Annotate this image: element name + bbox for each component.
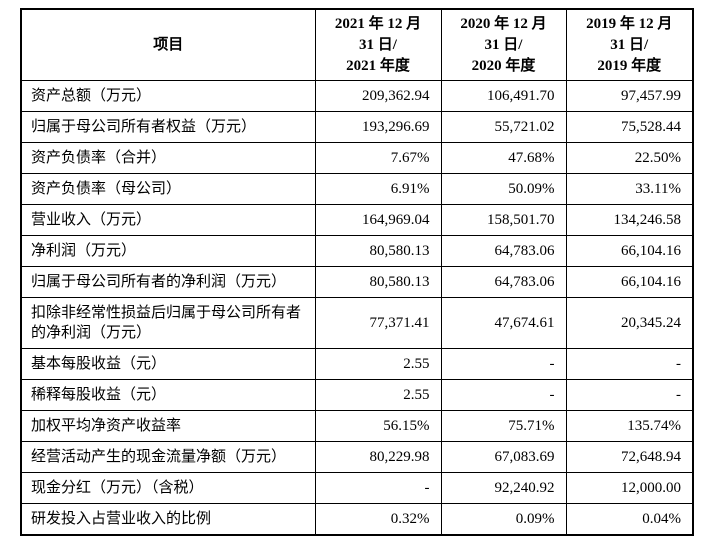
row-value: -	[440, 379, 567, 411]
header-period-2020: 2020 年 12 月 31 日/ 2020 年度	[440, 8, 567, 81]
row-value: 0.32%	[314, 503, 442, 536]
row-label: 基本每股收益（元）	[20, 348, 316, 380]
row-value: 134,246.58	[565, 204, 694, 236]
row-label: 经营活动产生的现金流量净额（万元）	[20, 441, 316, 473]
row-value: 164,969.04	[314, 204, 442, 236]
row-value: 66,104.16	[565, 235, 694, 267]
row-value: 20,345.24	[565, 297, 694, 349]
table-row: 营业收入（万元） 164,969.04 158,501.70 134,246.58	[20, 204, 694, 236]
row-value: 33.11%	[565, 173, 694, 205]
table-row: 资产总额（万元） 209,362.94 106,491.70 97,457.99	[20, 80, 694, 112]
row-value: 80,580.13	[314, 235, 442, 267]
row-value: 75,528.44	[565, 111, 694, 143]
row-value: 158,501.70	[440, 204, 567, 236]
row-value: 0.04%	[565, 503, 694, 536]
row-value: 80,229.98	[314, 441, 442, 473]
table-row: 研发投入占营业收入的比例 0.32% 0.09% 0.04%	[20, 503, 694, 536]
row-label: 归属于母公司所有者的净利润（万元）	[20, 266, 316, 298]
header-item-column: 项目	[20, 8, 316, 81]
row-label: 现金分红（万元）（含税）	[20, 472, 316, 504]
table-row: 基本每股收益（元） 2.55- -	[20, 348, 694, 380]
row-label: 归属于母公司所有者权益（万元）	[20, 111, 316, 143]
row-value: 47.68%	[440, 142, 567, 174]
row-value: 64,783.06	[440, 235, 567, 267]
row-label: 资产负债率（母公司）	[20, 173, 316, 205]
row-value: 22.50%	[565, 142, 694, 174]
row-value: 56.15%	[314, 410, 442, 442]
row-value: 6.91%	[314, 173, 442, 205]
row-label: 资产负债率（合并）	[20, 142, 316, 174]
row-value: 72,648.94	[565, 441, 694, 473]
row-label: 加权平均净资产收益率	[20, 410, 316, 442]
row-value: 2.55	[314, 379, 442, 411]
row-value: 193,296.69	[314, 111, 442, 143]
row-label: 资产总额（万元）	[20, 80, 316, 112]
row-value: 77,371.41	[314, 297, 442, 349]
row-value: 209,362.94	[314, 80, 442, 112]
row-value: 7.67%	[314, 142, 442, 174]
row-value: -	[565, 348, 694, 380]
row-label: 扣除非经常性损益后归属于母公司所有者的净利润（万元）	[20, 297, 316, 349]
row-label: 稀释每股收益（元）	[20, 379, 316, 411]
table-row: 归属于母公司所有者的净利润（万元） 80,580.13 64,783.06 66,10…	[20, 266, 694, 298]
row-label: 研发投入占营业收入的比例	[20, 503, 316, 536]
row-value: 106,491.70	[440, 80, 567, 112]
row-value: 66,104.16	[565, 266, 694, 298]
header-period-2021: 2021 年 12 月 31 日/ 2021 年度	[314, 8, 442, 81]
row-value: -	[440, 348, 567, 380]
row-value: 50.09%	[440, 173, 567, 205]
table-row: 现金分红（万元）（含税） -92,240.92 12,000.00	[20, 472, 694, 504]
row-value: 80,580.13	[314, 266, 442, 298]
table-row: 扣除非经常性损益后归属于母公司所有者的净利润（万元） 77,371.41 47,67…	[20, 297, 694, 349]
table-row: 稀释每股收益（元） 2.55- -	[20, 379, 694, 411]
row-value: 12,000.00	[565, 472, 694, 504]
row-value: -	[565, 379, 694, 411]
row-value: 2.55	[314, 348, 442, 380]
table-row: 净利润（万元） 80,580.13 64,783.06 66,104.16	[20, 235, 694, 267]
table-row: 经营活动产生的现金流量净额（万元） 80,229.98 67,083.69 72,64…	[20, 441, 694, 473]
row-value: 0.09%	[440, 503, 567, 536]
row-value: 97,457.99	[565, 80, 694, 112]
table-header: 项目 2021 年 12 月 31 日/ 2021 年度 2020 年 12 月…	[20, 8, 694, 81]
row-value: 55,721.02	[440, 111, 567, 143]
table-row: 资产负债率（合并） 7.67% 47.68% 22.50%	[20, 142, 694, 174]
row-value: 135.74%	[565, 410, 694, 442]
header-row: 项目 2021 年 12 月 31 日/ 2021 年度 2020 年 12 月…	[20, 8, 694, 81]
header-period-2019: 2019 年 12 月 31 日/ 2019 年度	[565, 8, 694, 81]
row-value: 75.71%	[440, 410, 567, 442]
row-value: -	[314, 472, 442, 504]
financial-summary-table: 项目 2021 年 12 月 31 日/ 2021 年度 2020 年 12 月…	[20, 8, 694, 536]
row-value: 47,674.61	[440, 297, 567, 349]
row-value: 64,783.06	[440, 266, 567, 298]
table-body: 资产总额（万元） 209,362.94 106,491.70 97,457.99 归属于…	[20, 80, 694, 536]
row-value: 67,083.69	[440, 441, 567, 473]
table-row: 加权平均净资产收益率 56.15% 75.71% 135.74%	[20, 410, 694, 442]
table-row: 资产负债率（母公司） 6.91% 50.09% 33.11%	[20, 173, 694, 205]
row-label: 净利润（万元）	[20, 235, 316, 267]
row-value: 92,240.92	[440, 472, 567, 504]
table-row: 归属于母公司所有者权益（万元） 193,296.69 55,721.02 75,528…	[20, 111, 694, 143]
row-label: 营业收入（万元）	[20, 204, 316, 236]
